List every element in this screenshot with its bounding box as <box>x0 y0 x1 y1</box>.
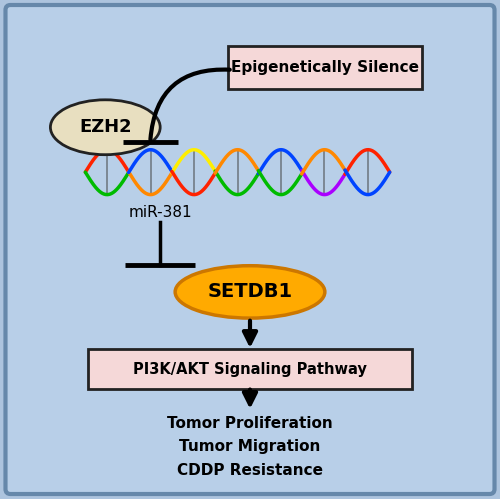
Text: PI3K/AKT Signaling Pathway: PI3K/AKT Signaling Pathway <box>133 362 367 377</box>
Ellipse shape <box>50 100 160 155</box>
FancyBboxPatch shape <box>228 46 422 89</box>
Text: Tomor Proliferation
Tumor Migration
CDDP Resistance: Tomor Proliferation Tumor Migration CDDP… <box>167 416 333 478</box>
Ellipse shape <box>175 266 325 318</box>
Text: miR-381: miR-381 <box>128 205 192 220</box>
FancyArrowPatch shape <box>150 69 230 139</box>
Text: SETDB1: SETDB1 <box>208 282 292 301</box>
FancyBboxPatch shape <box>6 5 494 494</box>
FancyBboxPatch shape <box>88 349 412 389</box>
Text: Epigenetically Silence: Epigenetically Silence <box>231 60 419 75</box>
Text: EZH2: EZH2 <box>79 118 132 136</box>
